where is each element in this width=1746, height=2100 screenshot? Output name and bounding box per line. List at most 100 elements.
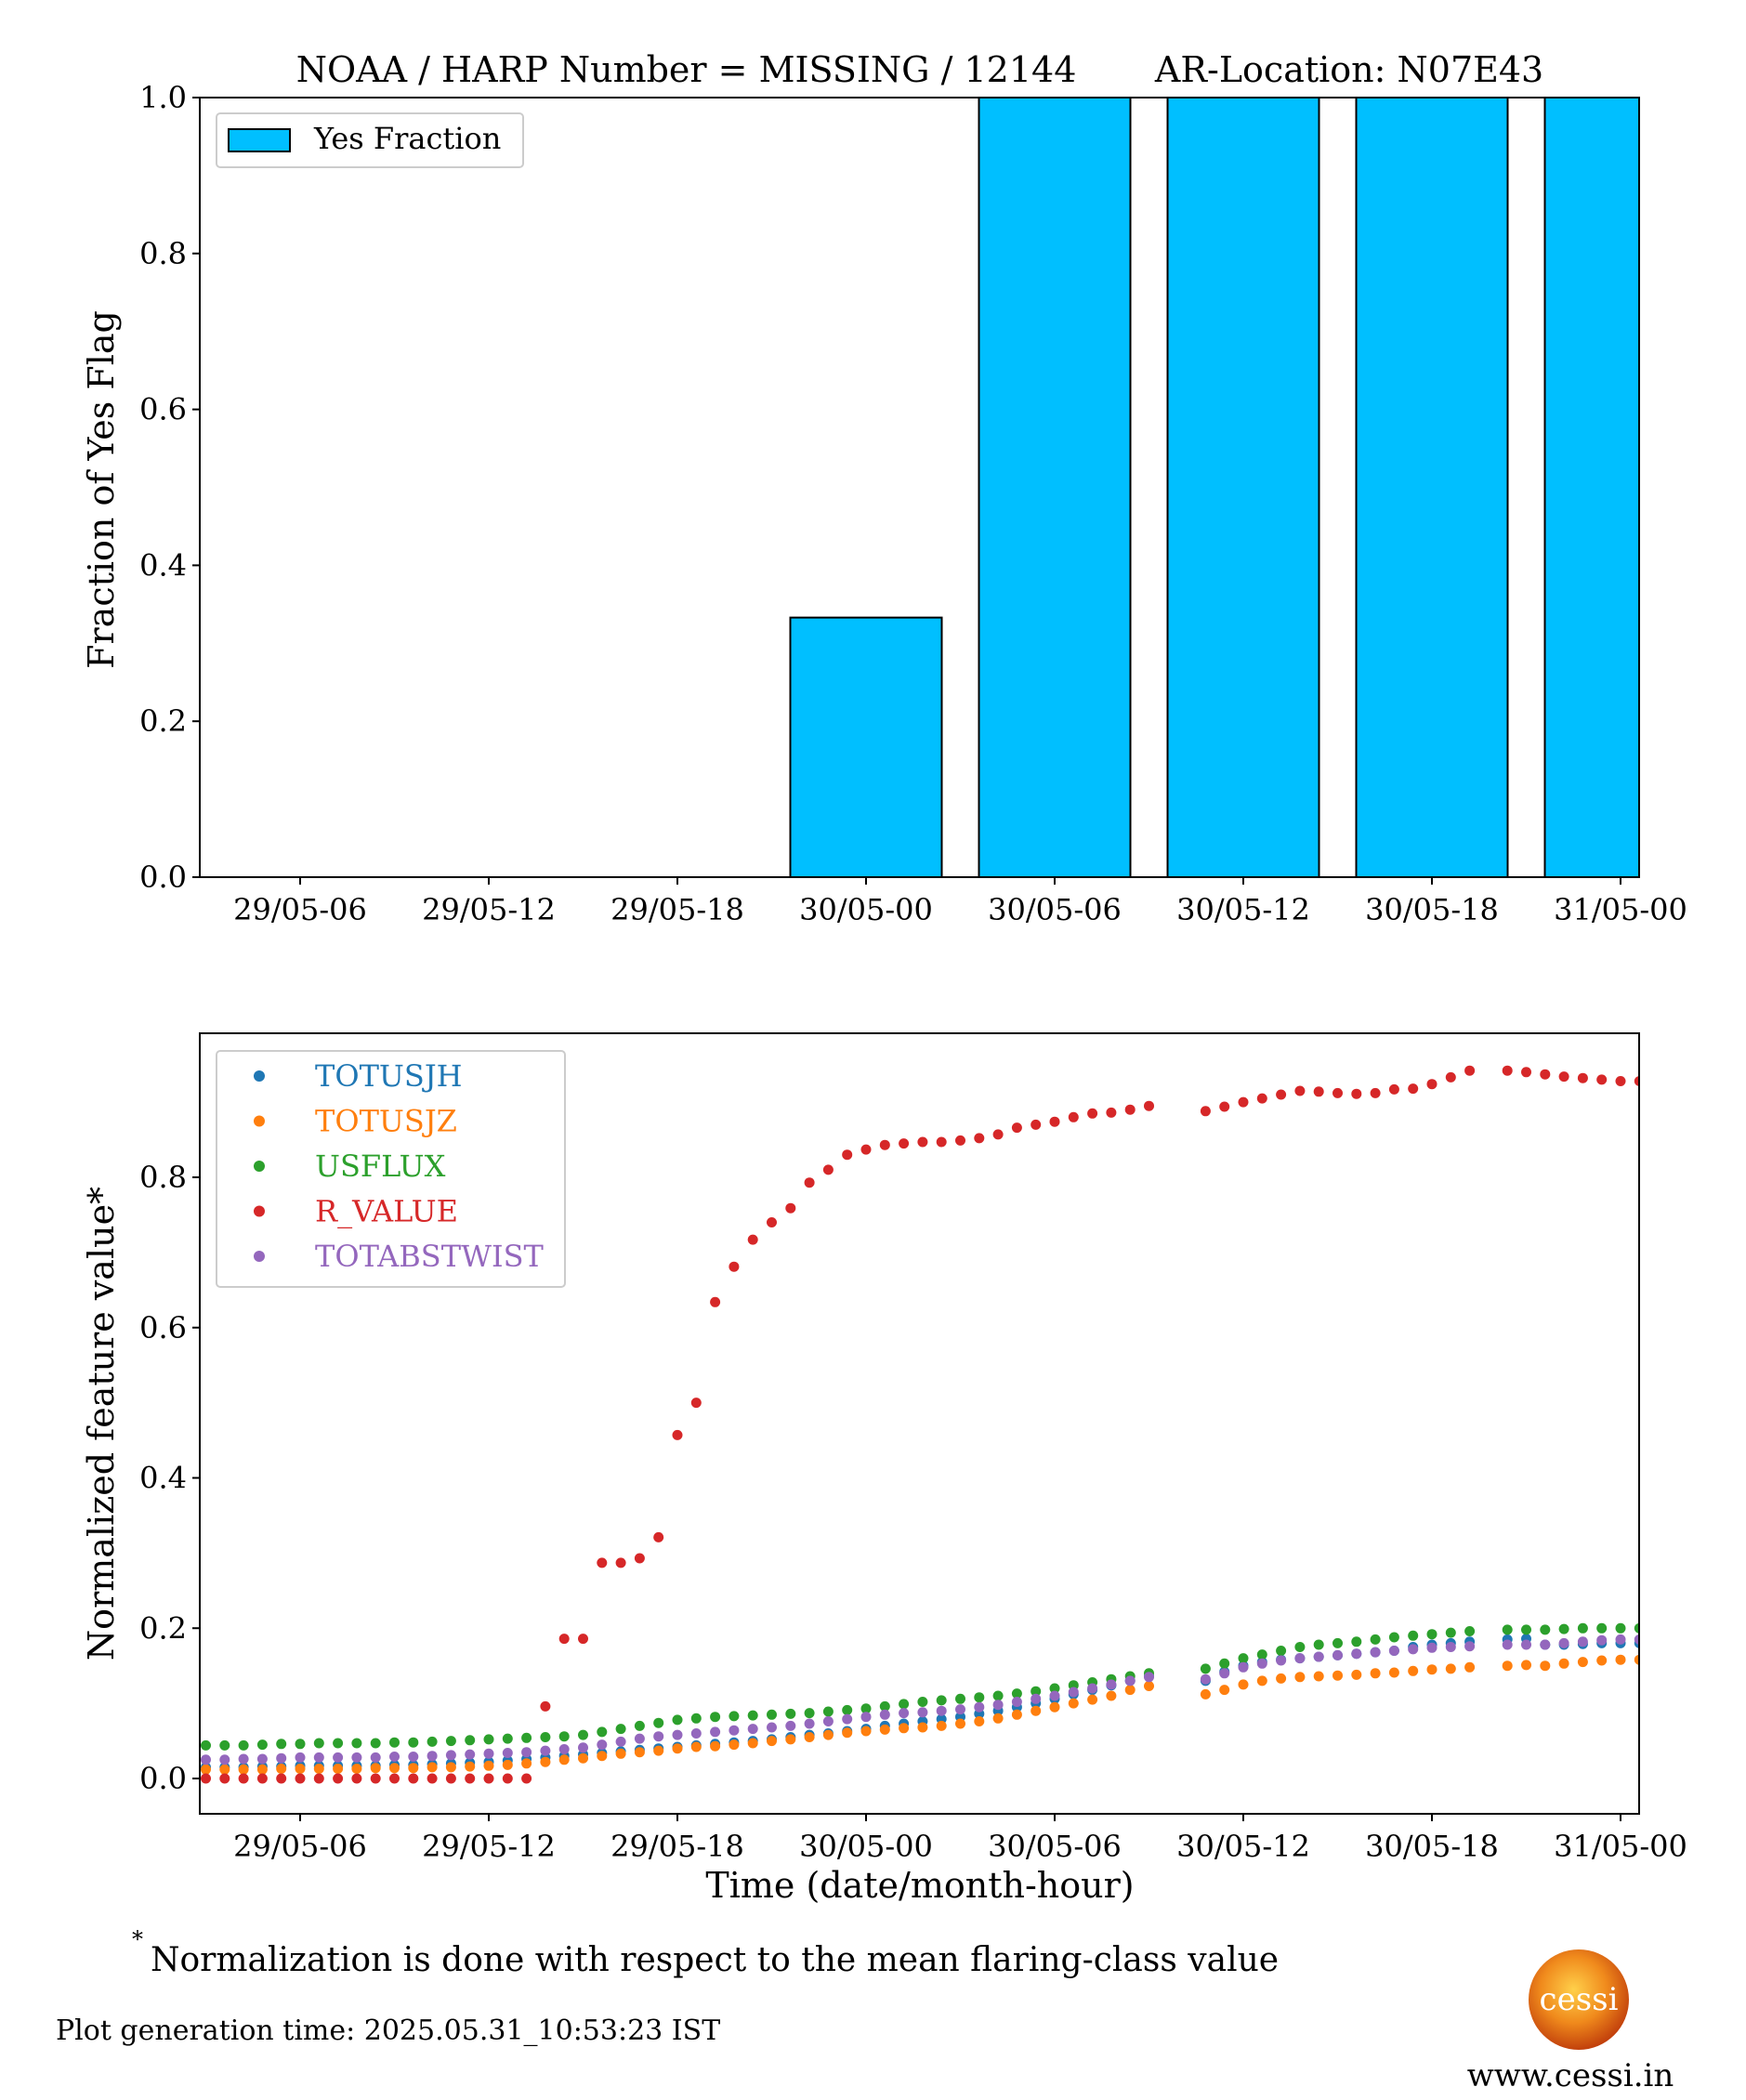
point-usflux: [578, 1729, 588, 1740]
point-totabstwist: [427, 1751, 438, 1762]
point-usflux: [672, 1714, 683, 1726]
point-totabstwist: [597, 1739, 608, 1751]
top-ytick-label: 0.4: [139, 547, 187, 583]
point-r_value: [333, 1773, 344, 1784]
top-xtick-label: 30/05-00: [799, 892, 933, 927]
point-totusjz: [1408, 1665, 1419, 1676]
point-totabstwist: [351, 1752, 362, 1763]
point-usflux: [1558, 1623, 1569, 1634]
bottom-chart-ylabel: Normalized feature value*: [81, 1187, 122, 1660]
legend-marker-totusjz: [254, 1115, 265, 1127]
point-r_value: [1521, 1067, 1531, 1078]
point-usflux: [445, 1736, 456, 1747]
point-r_value: [1596, 1074, 1608, 1085]
point-usflux: [276, 1739, 287, 1750]
point-totabstwist: [1502, 1639, 1513, 1650]
point-usflux: [597, 1726, 608, 1738]
point-r_value: [521, 1773, 532, 1784]
point-totabstwist: [313, 1752, 324, 1763]
point-r_value: [408, 1773, 419, 1784]
bottom-xtick-label: 31/05-00: [1554, 1829, 1687, 1864]
point-usflux: [1426, 1629, 1437, 1640]
top-chart-legend: Yes Fraction: [216, 112, 524, 168]
legend-marker-usflux: [254, 1161, 265, 1172]
point-totabstwist: [483, 1748, 494, 1759]
top-xtick-label: 31/05-00: [1554, 892, 1687, 927]
top-ytick-label: 0.8: [139, 236, 187, 271]
point-r_value: [1540, 1069, 1551, 1080]
point-usflux: [917, 1697, 928, 1707]
bottom-xtick-label: 30/05-06: [988, 1829, 1122, 1864]
point-totusjz: [1596, 1655, 1608, 1666]
point-r_value: [1426, 1079, 1437, 1090]
point-usflux: [1370, 1634, 1381, 1645]
point-usflux: [1031, 1686, 1042, 1697]
point-usflux: [653, 1717, 664, 1728]
point-r_value: [1313, 1086, 1324, 1097]
point-totabstwist: [1294, 1653, 1306, 1664]
point-r_value: [710, 1296, 721, 1307]
point-totabstwist: [1615, 1634, 1626, 1645]
point-totabstwist: [672, 1729, 683, 1740]
bottom-xtick-label: 29/05-12: [422, 1829, 556, 1864]
point-usflux: [842, 1704, 853, 1715]
legend-label-r_value: R_VALUE: [315, 1194, 458, 1229]
point-r_value: [992, 1129, 1004, 1140]
top-xtick-label: 29/05-12: [422, 892, 556, 927]
point-totusjz: [1615, 1654, 1626, 1665]
legend-label-yes-fraction: Yes Fraction: [313, 121, 501, 156]
point-totabstwist: [540, 1745, 551, 1756]
point-r_value: [389, 1773, 400, 1784]
point-usflux: [1011, 1688, 1022, 1700]
point-r_value: [483, 1773, 494, 1784]
point-r_value: [1144, 1100, 1154, 1111]
legend-label-usflux: USFLUX: [315, 1148, 446, 1184]
series-r_value: [201, 1065, 1639, 1784]
point-totusjz: [445, 1762, 456, 1773]
point-usflux: [351, 1738, 362, 1749]
point-totabstwist: [219, 1754, 230, 1765]
bottom-plot-frame: [199, 1032, 1640, 1815]
point-usflux: [313, 1738, 324, 1749]
point-usflux: [747, 1710, 758, 1721]
point-usflux: [427, 1736, 438, 1747]
point-usflux: [1464, 1626, 1476, 1636]
point-totusjz: [955, 1718, 965, 1729]
point-totusjz: [936, 1720, 947, 1731]
point-totabstwist: [1011, 1697, 1022, 1707]
point-totusjz: [540, 1756, 551, 1767]
point-totusjz: [1558, 1658, 1569, 1669]
point-r_value: [729, 1261, 740, 1272]
point-r_value: [936, 1136, 947, 1148]
point-totabstwist: [445, 1750, 456, 1761]
bottom-xtick-label: 29/05-18: [610, 1829, 744, 1864]
point-totabstwist: [974, 1701, 985, 1713]
point-totabstwist: [690, 1728, 702, 1739]
point-usflux: [333, 1738, 344, 1749]
point-totabstwist: [238, 1753, 249, 1765]
point-totabstwist: [955, 1704, 965, 1715]
point-r_value: [1049, 1116, 1060, 1127]
point-usflux: [1596, 1622, 1608, 1634]
point-totabstwist: [408, 1752, 419, 1762]
website-link[interactable]: www.cessi.in: [1467, 2057, 1674, 2094]
point-totabstwist: [1408, 1644, 1419, 1655]
point-totusjz: [747, 1738, 758, 1749]
top-chart-ylabel: Fraction of Yes Flag: [81, 310, 122, 669]
point-r_value: [1219, 1101, 1230, 1112]
top-xtick-label: 29/05-06: [233, 892, 367, 927]
point-r_value: [313, 1773, 324, 1784]
point-usflux: [785, 1708, 796, 1719]
point-totusjz: [899, 1723, 910, 1734]
point-totabstwist: [917, 1707, 928, 1718]
point-r_value: [540, 1700, 551, 1712]
point-totusjz: [427, 1762, 438, 1773]
footnote-marker: *: [132, 1926, 143, 1952]
point-totusjz: [597, 1751, 608, 1762]
point-r_value: [351, 1773, 362, 1784]
point-r_value: [767, 1217, 777, 1227]
point-r_value: [955, 1135, 965, 1146]
point-usflux: [974, 1692, 985, 1703]
point-totabstwist: [558, 1744, 570, 1754]
point-totabstwist: [992, 1700, 1004, 1711]
